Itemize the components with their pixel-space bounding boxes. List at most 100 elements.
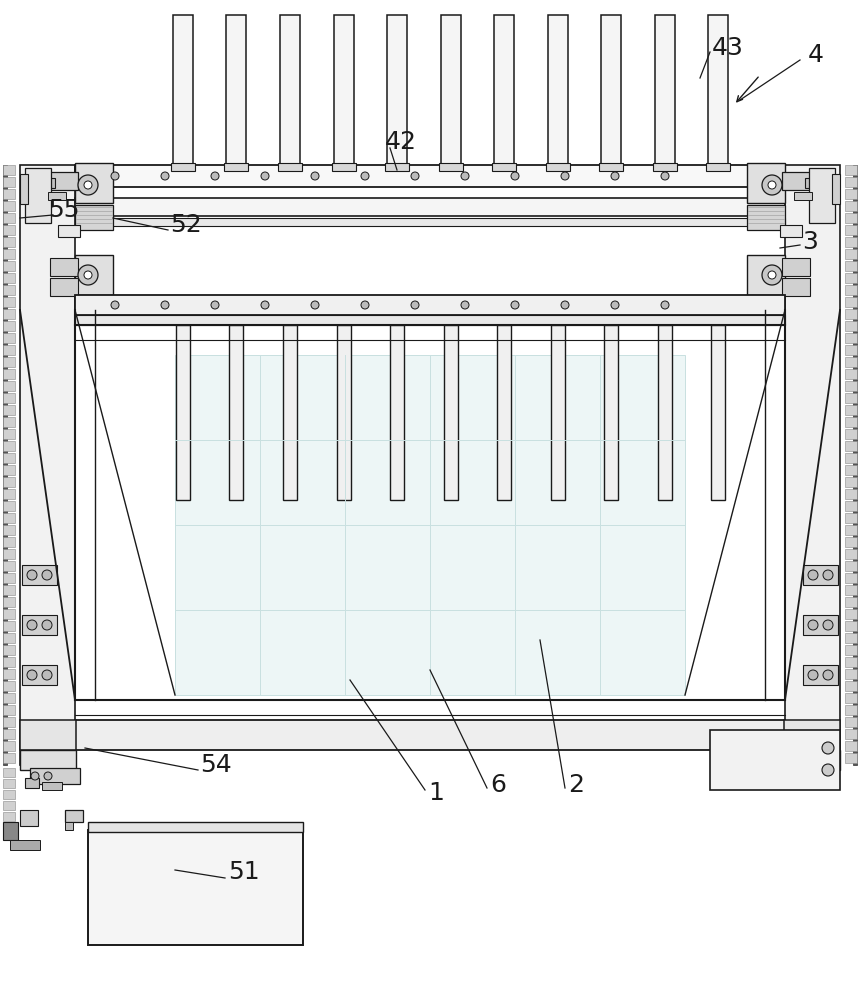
Bar bbox=[845, 561, 857, 571]
Bar bbox=[845, 429, 857, 439]
Circle shape bbox=[161, 301, 169, 309]
Bar bbox=[803, 565, 838, 585]
Bar bbox=[845, 693, 857, 703]
Bar bbox=[25, 778, 39, 788]
Bar bbox=[3, 609, 15, 619]
Bar bbox=[599, 163, 623, 171]
Bar bbox=[3, 768, 15, 777]
Bar bbox=[3, 657, 15, 667]
Bar bbox=[75, 255, 113, 295]
Circle shape bbox=[808, 620, 818, 630]
Bar bbox=[3, 585, 15, 595]
Bar bbox=[229, 325, 243, 500]
Bar bbox=[494, 15, 514, 168]
Bar bbox=[845, 357, 857, 367]
Bar bbox=[784, 750, 840, 770]
Text: 6: 6 bbox=[490, 773, 506, 797]
Bar bbox=[3, 790, 15, 799]
Circle shape bbox=[768, 181, 776, 189]
Circle shape bbox=[823, 570, 833, 580]
Circle shape bbox=[84, 271, 92, 279]
Bar bbox=[65, 822, 73, 830]
Circle shape bbox=[823, 620, 833, 630]
Bar bbox=[845, 189, 857, 199]
Bar bbox=[845, 525, 857, 535]
Bar bbox=[50, 258, 78, 276]
Bar bbox=[3, 297, 15, 307]
Circle shape bbox=[822, 764, 834, 776]
Bar bbox=[3, 237, 15, 247]
Bar bbox=[845, 657, 857, 667]
Bar bbox=[10, 840, 40, 850]
Bar bbox=[845, 273, 857, 283]
Bar bbox=[3, 477, 15, 487]
Circle shape bbox=[27, 570, 37, 580]
Bar bbox=[20, 174, 28, 204]
Bar bbox=[845, 381, 857, 391]
Circle shape bbox=[361, 301, 369, 309]
Bar bbox=[845, 321, 857, 331]
Circle shape bbox=[311, 172, 319, 180]
Bar bbox=[3, 333, 15, 343]
Bar bbox=[3, 489, 15, 499]
Bar bbox=[845, 633, 857, 643]
Bar bbox=[390, 325, 404, 500]
Bar bbox=[3, 501, 15, 511]
Bar bbox=[444, 325, 458, 500]
Text: 4: 4 bbox=[808, 43, 824, 67]
Bar bbox=[334, 15, 354, 168]
Bar bbox=[710, 730, 840, 790]
Bar bbox=[50, 172, 78, 190]
Bar bbox=[441, 15, 461, 168]
Bar bbox=[22, 665, 57, 685]
Bar bbox=[782, 258, 810, 276]
Bar bbox=[3, 285, 15, 295]
Text: 55: 55 bbox=[48, 198, 79, 222]
Bar bbox=[3, 693, 15, 703]
Bar bbox=[782, 172, 810, 190]
Bar bbox=[845, 477, 857, 487]
Bar bbox=[711, 325, 725, 500]
Bar bbox=[845, 585, 857, 595]
Bar bbox=[22, 565, 57, 585]
Bar bbox=[278, 163, 302, 171]
Bar bbox=[75, 165, 785, 187]
Bar bbox=[845, 609, 857, 619]
Bar bbox=[845, 669, 857, 679]
Bar bbox=[3, 525, 15, 535]
Bar bbox=[3, 393, 15, 403]
Bar bbox=[845, 513, 857, 523]
Bar bbox=[845, 717, 857, 727]
Bar bbox=[283, 325, 297, 500]
Circle shape bbox=[44, 772, 52, 780]
Bar bbox=[845, 465, 857, 475]
Bar bbox=[3, 357, 15, 367]
Bar bbox=[845, 441, 857, 451]
Circle shape bbox=[78, 265, 98, 285]
Bar bbox=[747, 255, 785, 295]
Circle shape bbox=[823, 670, 833, 680]
Bar bbox=[3, 633, 15, 643]
Bar bbox=[785, 165, 840, 765]
Text: 51: 51 bbox=[228, 860, 260, 884]
Bar bbox=[845, 621, 857, 631]
Bar bbox=[492, 163, 516, 171]
Circle shape bbox=[561, 301, 569, 309]
Bar bbox=[20, 165, 75, 765]
Bar bbox=[845, 453, 857, 463]
Bar bbox=[3, 165, 7, 765]
Bar bbox=[784, 720, 840, 750]
Bar bbox=[845, 501, 857, 511]
Bar bbox=[708, 15, 728, 168]
Bar bbox=[3, 812, 15, 821]
Circle shape bbox=[411, 172, 419, 180]
Circle shape bbox=[461, 301, 469, 309]
Bar bbox=[3, 405, 15, 415]
Circle shape bbox=[84, 181, 92, 189]
Bar bbox=[655, 15, 675, 168]
Bar bbox=[226, 15, 246, 168]
Bar bbox=[75, 315, 785, 325]
Circle shape bbox=[111, 172, 119, 180]
Circle shape bbox=[411, 301, 419, 309]
Bar bbox=[747, 163, 785, 203]
